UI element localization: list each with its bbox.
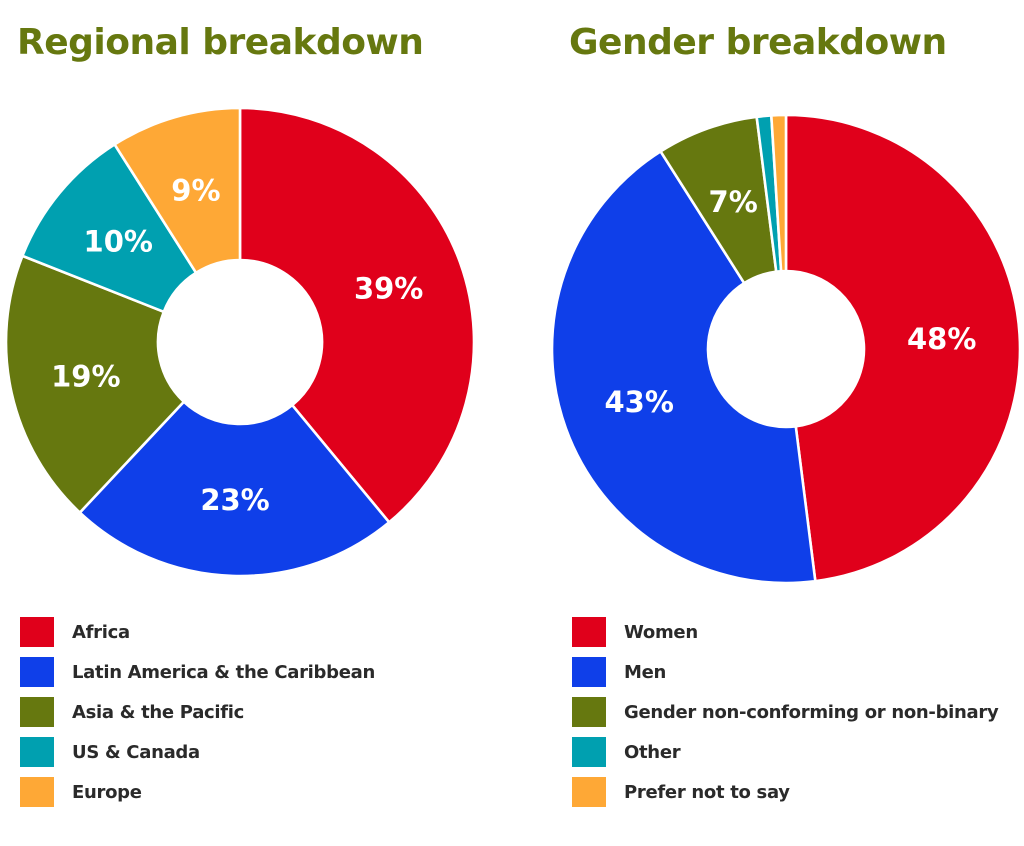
legend-swatch <box>20 617 54 647</box>
legend-item: Other <box>572 732 998 772</box>
legend-label: Men <box>624 661 667 683</box>
legend-swatch <box>572 657 606 687</box>
legend-swatch <box>20 737 54 767</box>
slice-data-label: 48% <box>907 322 976 356</box>
regional-breakdown-panel: Regional breakdown 39% 23% 19% 10% 9% Africa… <box>4 22 476 812</box>
legend-swatch <box>572 777 606 807</box>
legend-label: Asia & the Pacific <box>72 701 245 723</box>
legend-item: US & Canada <box>20 732 375 772</box>
chart-title: Regional breakdown <box>17 22 424 63</box>
slice-data-label: 7% <box>709 185 758 219</box>
donut-slice <box>78 400 391 578</box>
donut-slice <box>784 113 1022 583</box>
legend-swatch <box>20 777 54 807</box>
legend-item: Latin America & the Caribbean <box>20 652 375 692</box>
legend-item: Africa <box>20 612 375 652</box>
slice-data-label: 39% <box>354 271 423 305</box>
slice-data-label: 10% <box>84 224 153 258</box>
legend-label: Europe <box>72 781 142 803</box>
legend-label: Other <box>624 741 681 763</box>
legend-swatch <box>20 657 54 687</box>
legend-item: Prefer not to say <box>572 772 998 812</box>
legend-item: Asia & the Pacific <box>20 692 375 732</box>
regional-donut-chart: 39% 23% 19% 10% 9% <box>4 106 476 578</box>
gender-donut-chart: 48% 43% 7% <box>550 113 1022 585</box>
legend-label: Africa <box>72 621 130 643</box>
donut-slice <box>238 106 476 524</box>
legend-swatch <box>572 737 606 767</box>
legend-item: Women <box>572 612 998 652</box>
donut-slice <box>770 113 788 273</box>
donut-slice <box>4 254 186 514</box>
legend-label: Latin America & the Caribbean <box>72 661 375 683</box>
legend-item: Europe <box>20 772 375 812</box>
legend-label: Gender non-conforming or non-binary <box>624 701 999 723</box>
legend-swatch <box>20 697 54 727</box>
legend-item: Gender non-conforming or non-binary <box>572 692 999 732</box>
slice-data-label: 23% <box>200 483 269 517</box>
donut-slice <box>21 143 198 314</box>
slice-data-label: 19% <box>51 359 120 393</box>
gender-breakdown-panel: Gender breakdown 48% 43% 7% Women Men Gend… <box>512 0 1024 846</box>
chart-legend: Women Men Gender non-conforming or non-b… <box>572 612 999 812</box>
legend-swatch <box>572 697 606 727</box>
legend-swatch <box>572 617 606 647</box>
donut-slice <box>113 106 242 275</box>
donut-slice <box>550 150 817 585</box>
legend-label: US & Canada <box>72 741 200 763</box>
legend-item: Men <box>572 652 998 692</box>
slice-data-label: 43% <box>605 385 674 419</box>
chart-legend: Africa Latin America & the Caribbean Asi… <box>20 612 375 812</box>
legend-label: Women <box>624 621 698 643</box>
chart-title: Gender breakdown <box>569 22 947 63</box>
slice-data-label: 9% <box>171 173 220 207</box>
legend-label: Prefer not to say <box>624 781 790 803</box>
